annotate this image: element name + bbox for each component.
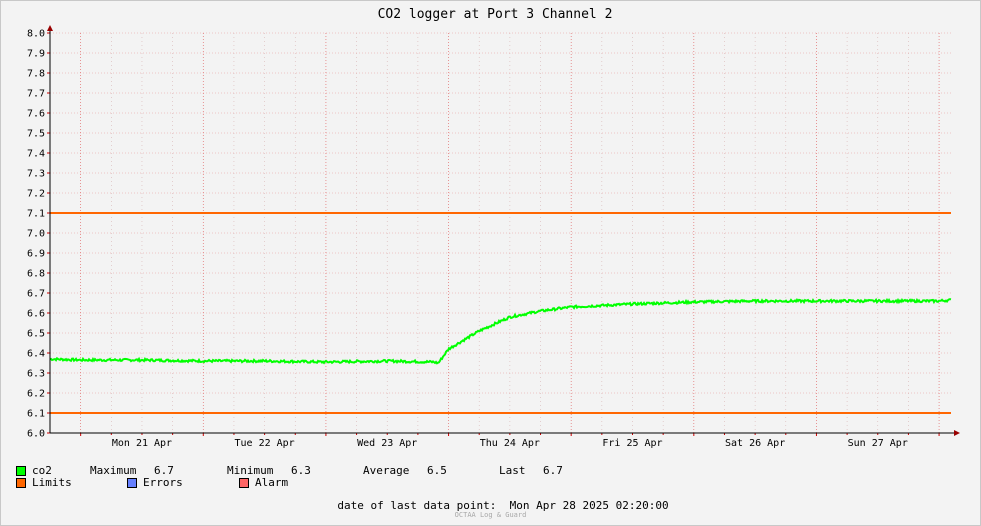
x-tick-label: Thu 24 Apr <box>480 438 540 449</box>
legend-label-alarm: Alarm <box>255 476 289 489</box>
y-tick-label: 7.9 <box>27 49 45 60</box>
x-tick-label: Tue 22 Apr <box>234 438 294 449</box>
x-axis-ticks: Mon 21 Apr Tue 22 Apr Wed 23 Apr Thu 24 Apr… <box>80 433 940 449</box>
legend-swatch-alarm <box>239 477 249 488</box>
y-tick-label: 7.0 <box>27 229 45 240</box>
legend-item-alarm: Alarm <box>239 476 288 489</box>
legend-stats-row: co2 Maximum 6.7 Minimum 6.3 Average 6.5 … <box>16 464 563 477</box>
y-tick-label: 7.6 <box>27 109 45 120</box>
chart-title: CO2 logger at Port 3 Channel 2 <box>378 7 613 22</box>
y-tick-label: 7.4 <box>27 149 45 160</box>
line-chart: CO2 logger at Port 3 Channel 2 6.0 6.1 6.2… <box>27 7 960 449</box>
x-tick-label: Sat 26 Apr <box>725 438 785 449</box>
y-tick-label: 6.5 <box>27 329 45 340</box>
legend-swatch-limits <box>16 477 26 488</box>
legend-label-limits: Limits <box>32 476 72 489</box>
legend-item-errors: Errors <box>127 476 239 489</box>
legend-label-errors: Errors <box>143 476 183 489</box>
y-tick-label: 7.5 <box>27 129 45 140</box>
y-tick-label: 7.1 <box>27 209 45 220</box>
x-tick-label: Fri 25 Apr <box>602 438 662 449</box>
legend-swatch-co2 <box>16 465 26 476</box>
y-tick-label: 6.1 <box>27 409 45 420</box>
y-tick-label: 6.0 <box>27 429 45 440</box>
stat-max-label: Maximum <box>90 464 137 477</box>
last-data-point-value: Mon Apr 28 2025 02:20:00 <box>509 499 669 512</box>
legend-item-limits: Limits <box>16 476 127 489</box>
stat-min-value: 6.3 <box>291 464 311 477</box>
y-tick-label: 6.3 <box>27 369 45 380</box>
y-tick-label: 6.4 <box>27 349 45 360</box>
y-tick-label: 7.8 <box>27 69 45 80</box>
stat-min-label: Minimum <box>227 464 274 477</box>
x-tick-label: Mon 21 Apr <box>112 438 172 449</box>
y-axis-ticks: 6.0 6.1 6.2 6.3 6.4 6.5 6.6 6.7 6.8 6.9 7.0 7.1 7.2 7… <box>27 29 50 440</box>
last-data-point: date of last data point: Mon Apr 28 2025… <box>0 499 981 512</box>
y-tick-label: 6.7 <box>27 289 45 300</box>
y-tick-label: 7.3 <box>27 169 45 180</box>
y-tick-label: 8.0 <box>27 29 45 40</box>
stat-last-label: Last <box>499 464 526 477</box>
stat-max-value: 6.7 <box>154 464 174 477</box>
y-tick-label: 6.9 <box>27 249 45 260</box>
axes <box>47 25 960 436</box>
last-data-point-label: date of last data point: <box>337 499 497 512</box>
x-axis-arrow <box>954 430 960 436</box>
stat-last-value: 6.7 <box>543 464 563 477</box>
legend-swatch-errors <box>127 477 137 488</box>
y-tick-label: 6.8 <box>27 269 45 280</box>
y-tick-label: 7.7 <box>27 89 45 100</box>
x-tick-label: Sun 27 Apr <box>848 438 908 449</box>
y-tick-label: 7.2 <box>27 189 45 200</box>
limit-lines <box>50 212 951 414</box>
credit-text: OCTAA Log & Guard <box>454 511 527 519</box>
y-tick-label: 6.2 <box>27 389 45 400</box>
legend-items-row: Limits Errors Alarm <box>16 476 288 489</box>
grid <box>50 32 951 433</box>
y-axis-arrow <box>47 25 53 31</box>
series-line-co2 <box>49 297 952 365</box>
y-tick-label: 6.6 <box>27 309 45 320</box>
stat-avg-label: Average <box>363 464 410 477</box>
x-tick-label: Wed 23 Apr <box>357 438 417 449</box>
stat-avg-value: 6.5 <box>427 464 447 477</box>
legend-label-co2: co2 <box>32 464 52 477</box>
